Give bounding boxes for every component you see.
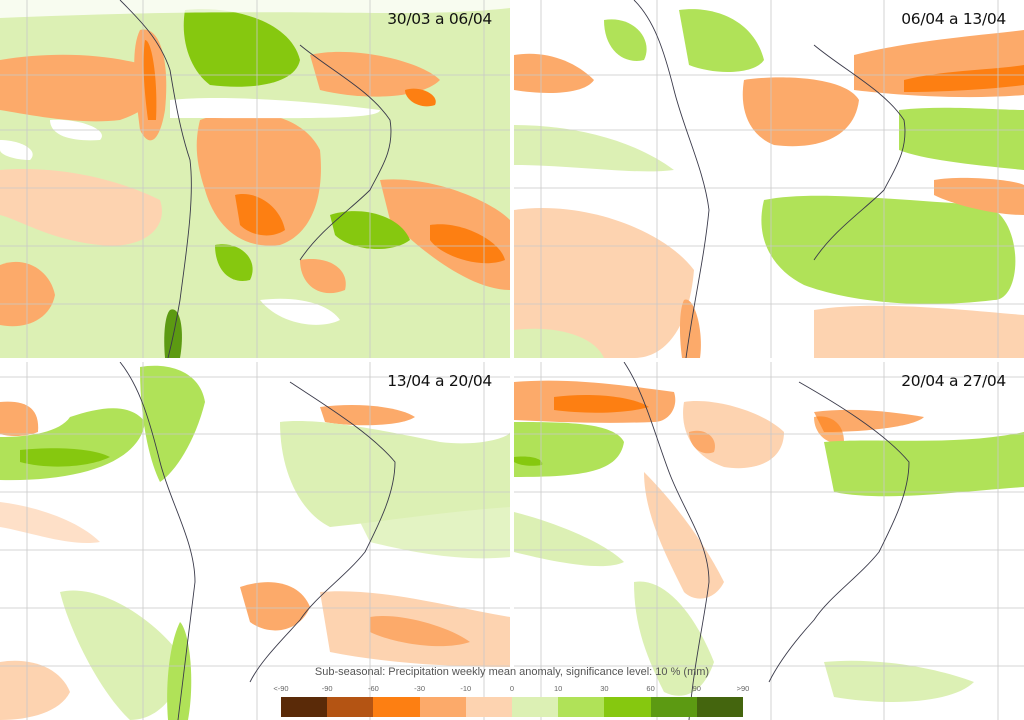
color-legend: Sub-seasonal: Precipitation weekly mean … [262, 664, 762, 720]
period-label: 06/04 a 13/04 [901, 10, 1006, 28]
map-panel-week-2: 06/04 a 13/04 [514, 0, 1024, 358]
legend-swatch [327, 697, 374, 717]
legend-tick: 10 [554, 684, 563, 693]
period-label: 13/04 a 20/04 [387, 372, 492, 390]
anomaly-map-week-1 [0, 0, 510, 358]
legend-swatch [281, 697, 328, 717]
legend-tick: 90 [692, 684, 701, 693]
legend-swatch [419, 697, 466, 717]
anomaly-map-week-2 [514, 0, 1024, 358]
legend-title: Sub-seasonal: Precipitation weekly mean … [314, 666, 710, 678]
legend-swatch [373, 697, 420, 717]
legend-tick: -10 [460, 684, 472, 693]
legend-tick: -60 [367, 684, 379, 693]
legend-tick: >90 [736, 684, 750, 693]
map-panel-week-4: 20/04 a 27/04 [514, 362, 1024, 720]
period-label: 30/03 a 06/04 [387, 10, 492, 28]
legend-swatch [558, 697, 605, 717]
legend-ticks: <-90 -90 -60 -30 -10 0 10 30 60 90 >90 [273, 684, 749, 696]
map-panel-week-3: 13/04 a 20/04 [0, 362, 510, 720]
anomaly-map-week-4 [514, 362, 1024, 720]
legend-tick: -30 [414, 684, 426, 693]
legend-tick: 0 [509, 684, 515, 693]
legend-swatch [604, 697, 651, 717]
legend-tick: 30 [600, 684, 609, 693]
legend-tick: -90 [321, 684, 333, 693]
map-panel-week-1: 30/03 a 06/04 [0, 0, 510, 358]
period-label: 20/04 a 27/04 [901, 372, 1006, 390]
legend-swatch [696, 697, 744, 717]
anomaly-map-week-3 [0, 362, 510, 720]
legend-swatch [650, 697, 697, 717]
legend-color-bar [281, 697, 744, 717]
legend-swatch [512, 697, 559, 717]
legend-swatch [465, 697, 513, 717]
legend-tick: 60 [646, 684, 655, 693]
legend-tick: <-90 [273, 684, 289, 693]
